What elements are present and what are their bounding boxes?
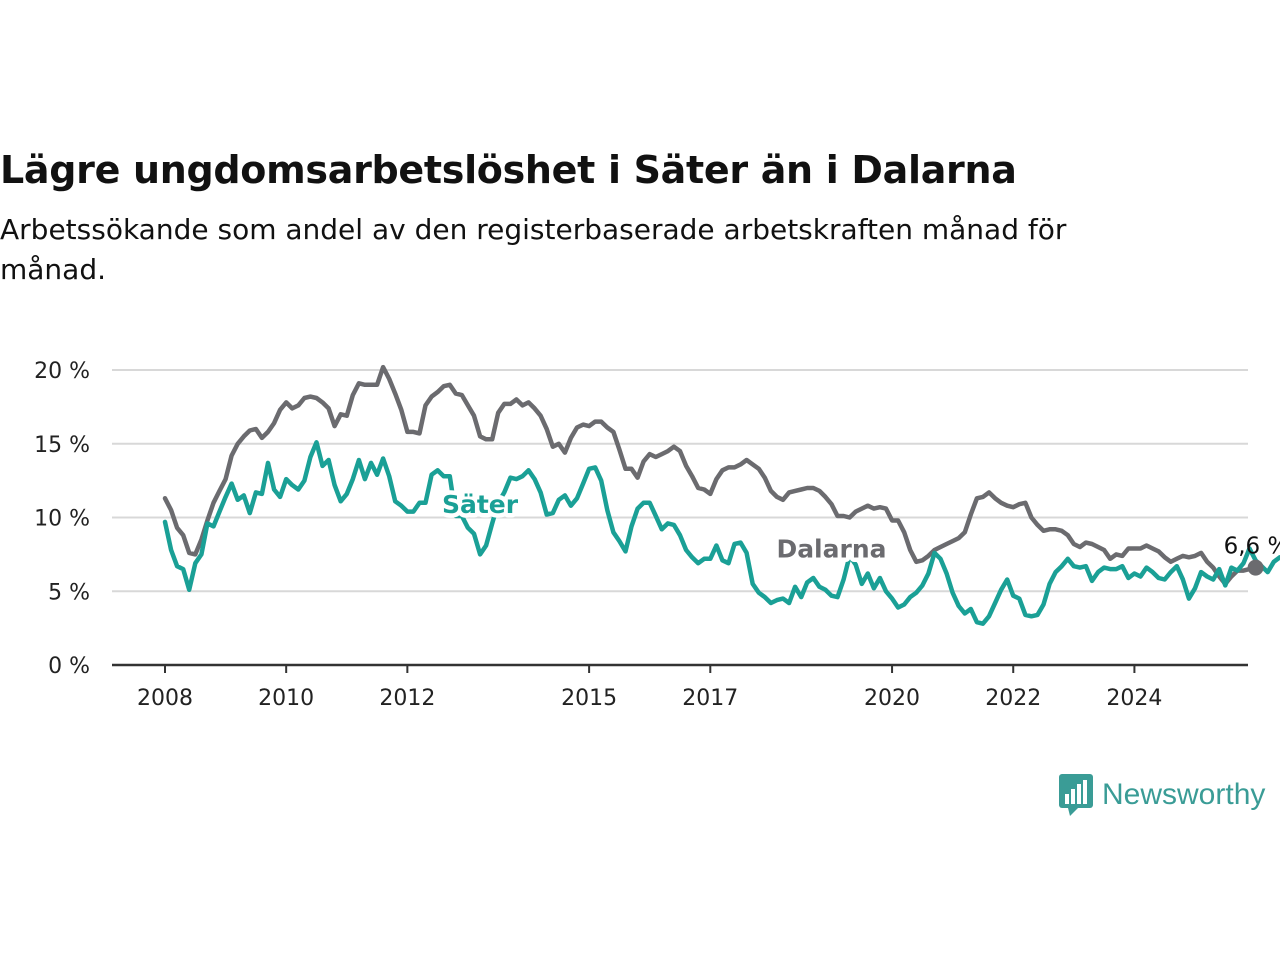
- chart-title: Lägre ungdomsarbetslöshet i Säter än i D…: [0, 148, 1017, 192]
- x-tick-label: 2012: [379, 686, 435, 711]
- x-tick-label: 2010: [258, 686, 314, 711]
- series-label-dalarna: Dalarna: [776, 534, 886, 563]
- x-tick-label: 2024: [1106, 686, 1162, 711]
- x-tick-label: 2015: [561, 686, 617, 711]
- series-line-s-ter: [162, 440, 1280, 626]
- x-tick-label: 2020: [864, 686, 920, 711]
- line-chart: 0 %5 %10 %15 %20 % 2008 2010 2012 2015 2017 2…: [34, 359, 1280, 711]
- series-lines: [162, 364, 1280, 626]
- x-tick-label: 2017: [682, 686, 738, 711]
- y-axis-ticks: 0 % 5 % 10 % 15 % 20 %: [34, 359, 90, 679]
- grid-lines: [112, 369, 1248, 593]
- y-tick-label: 10 %: [34, 507, 90, 532]
- end-point-dalarna: [1247, 559, 1264, 576]
- newsworthy-logo-icon: [1059, 774, 1093, 816]
- x-tick-label: 2022: [985, 686, 1041, 711]
- x-tick-label: 2008: [137, 686, 193, 711]
- chart-subtitle: Arbetssökande som andel av den registerb…: [0, 213, 1067, 286]
- x-axis-ticks: 2008 2010 2012 2015 2017 2020 2022 2024: [137, 665, 1162, 711]
- end-label-dalarna: 6,6 %: [1224, 534, 1280, 560]
- y-tick-label: 5 %: [48, 580, 90, 605]
- y-tick-label: 15 %: [34, 433, 90, 458]
- y-tick-label: 0 %: [48, 654, 90, 679]
- newsworthy-brand: Newsworthy: [1058, 772, 1265, 818]
- series-label-s-ter: Säter: [442, 490, 519, 519]
- series-line-dalarna: [162, 364, 1258, 587]
- y-tick-label: 20 %: [34, 359, 90, 384]
- brand-name: Newsworthy: [1102, 778, 1266, 811]
